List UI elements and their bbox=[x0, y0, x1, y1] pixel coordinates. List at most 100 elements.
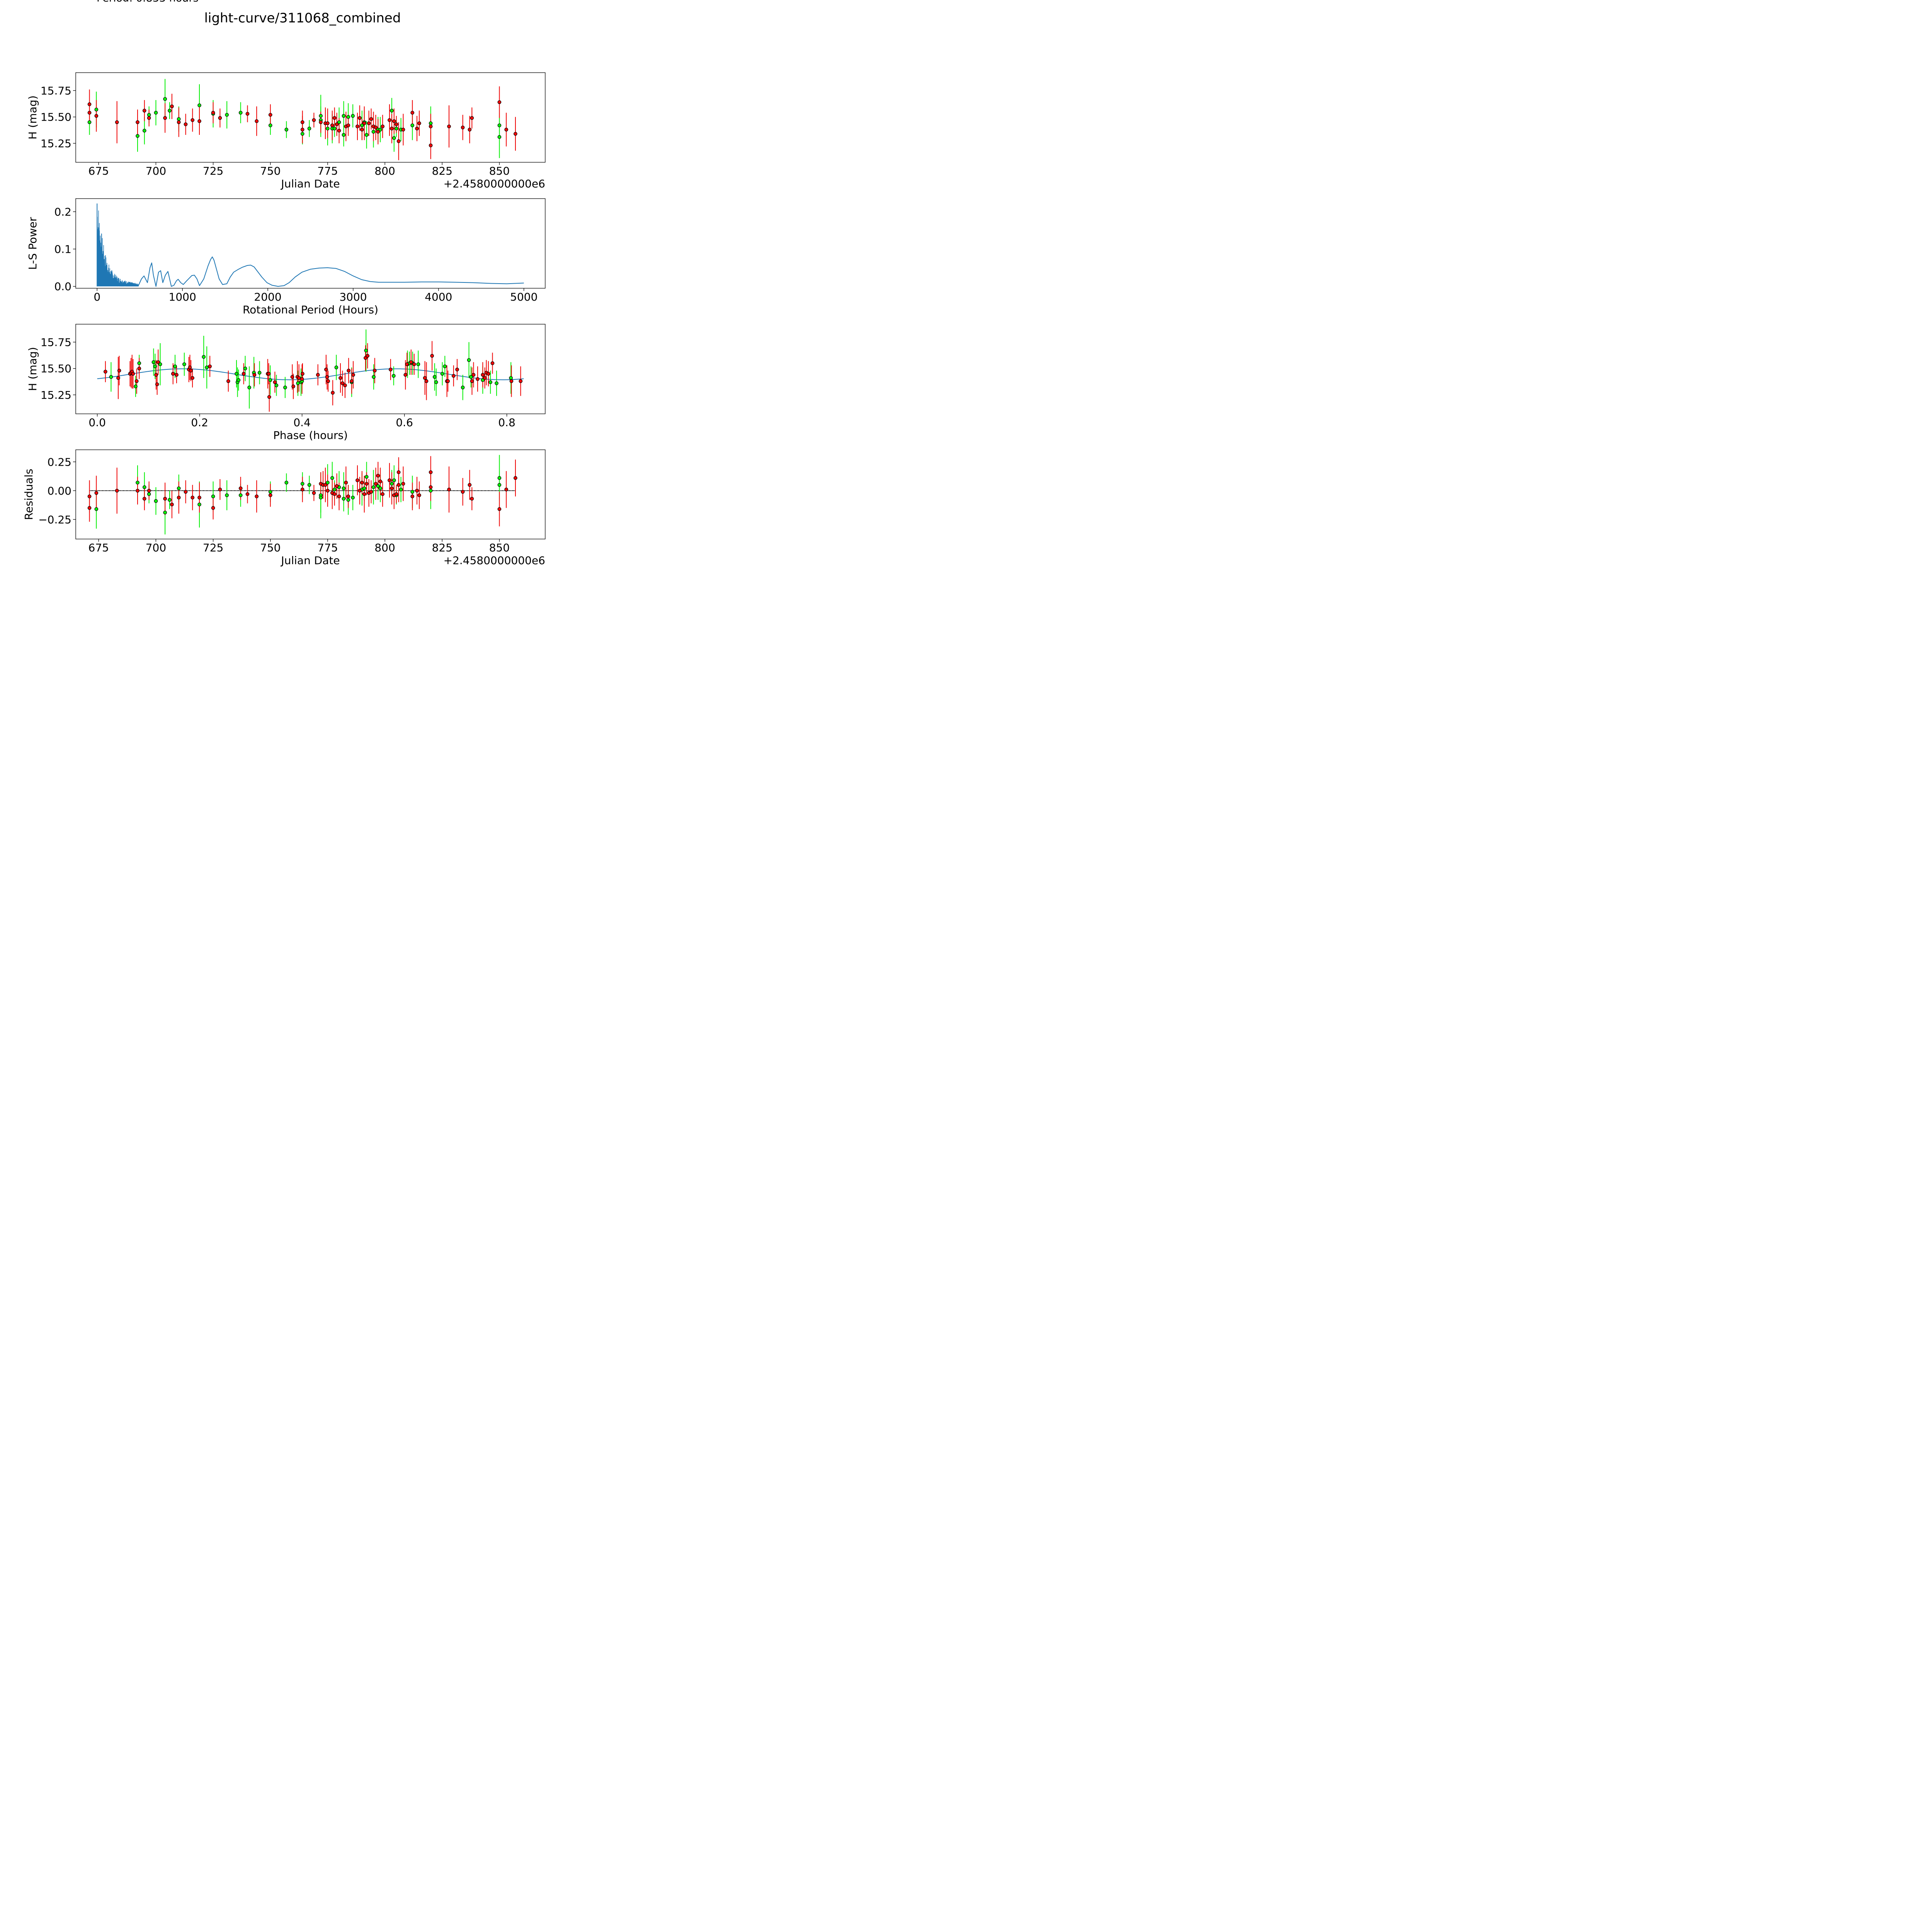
data-point bbox=[87, 494, 92, 498]
plot-frame bbox=[75, 324, 546, 414]
data-point bbox=[362, 492, 366, 496]
data-point bbox=[405, 362, 409, 366]
data-point bbox=[225, 493, 229, 497]
data-point bbox=[177, 495, 181, 500]
data-point bbox=[177, 486, 181, 490]
data-point bbox=[155, 382, 159, 386]
data-point bbox=[358, 488, 362, 493]
data-point bbox=[338, 376, 342, 380]
data-point bbox=[255, 119, 259, 123]
data-point bbox=[190, 118, 195, 122]
data-point bbox=[391, 374, 396, 378]
data-point bbox=[364, 482, 369, 486]
data-point bbox=[369, 490, 373, 494]
data-point bbox=[137, 361, 141, 365]
data-point bbox=[342, 114, 346, 118]
data-layer bbox=[97, 203, 524, 287]
y-tick-label: 0.0 bbox=[54, 280, 71, 293]
data-point bbox=[412, 362, 416, 366]
data-point bbox=[360, 481, 364, 485]
y-tick-label: 0.00 bbox=[48, 485, 71, 497]
data-point bbox=[330, 476, 334, 480]
period-text: Period: 0.833 hours bbox=[97, 0, 199, 4]
data-point bbox=[369, 117, 373, 121]
data-point bbox=[401, 482, 405, 486]
data-point bbox=[332, 126, 337, 131]
data-point bbox=[495, 381, 498, 385]
data-point bbox=[291, 384, 295, 388]
data-point bbox=[283, 385, 287, 389]
data-point bbox=[142, 485, 146, 489]
data-point bbox=[468, 483, 472, 487]
x-offset-label: +2.4580000000e6 bbox=[444, 554, 545, 567]
y-axis-label: L-S Power bbox=[26, 217, 39, 270]
data-point bbox=[390, 482, 394, 486]
data-point bbox=[218, 116, 222, 120]
y-axis-label: H (mag) bbox=[26, 95, 39, 139]
data-point bbox=[390, 126, 394, 131]
data-point bbox=[497, 100, 502, 104]
data-point bbox=[509, 376, 513, 380]
data-point bbox=[184, 122, 188, 126]
data-point bbox=[417, 493, 421, 497]
data-point bbox=[378, 480, 383, 483]
data-point bbox=[226, 379, 230, 383]
data-point bbox=[440, 372, 444, 376]
data-point bbox=[381, 492, 385, 496]
data-point bbox=[297, 376, 301, 380]
x-tick-label: 4000 bbox=[425, 291, 452, 303]
y-axis-label: Residuals bbox=[22, 469, 35, 520]
data-point bbox=[197, 103, 201, 107]
data-point bbox=[424, 379, 429, 383]
data-point bbox=[197, 119, 201, 123]
data-point bbox=[171, 372, 175, 376]
data-point bbox=[335, 122, 339, 126]
panel-lightcurve: 675 700 725 750 775 800 825 850 15.25 15.50 15.75 J… bbox=[26, 72, 546, 190]
plot-frame bbox=[75, 72, 546, 163]
data-point bbox=[497, 476, 502, 480]
data-point bbox=[342, 486, 346, 490]
data-point bbox=[300, 128, 304, 132]
data-point bbox=[170, 502, 174, 507]
data-point bbox=[392, 119, 396, 123]
data-point bbox=[364, 349, 368, 353]
x-axis-label: Julian Date bbox=[280, 177, 340, 190]
x-tick-label: 800 bbox=[374, 165, 395, 177]
data-point bbox=[388, 118, 391, 122]
data-point bbox=[417, 121, 421, 125]
data-point bbox=[392, 136, 396, 140]
y-tick-label: 15.50 bbox=[41, 362, 71, 375]
data-point bbox=[443, 364, 447, 369]
y-tick-label: 0.25 bbox=[48, 456, 71, 468]
data-point bbox=[374, 482, 378, 486]
data-point bbox=[245, 492, 250, 496]
x-tick-label: 725 bbox=[203, 541, 223, 554]
data-point bbox=[332, 492, 337, 496]
x-tick-label: 725 bbox=[203, 165, 223, 177]
data-point bbox=[190, 495, 195, 500]
data-point bbox=[273, 380, 277, 384]
y-tick-label: 15.25 bbox=[41, 389, 71, 401]
data-point bbox=[136, 488, 139, 493]
data-point bbox=[432, 375, 437, 379]
x-tick-label: 5000 bbox=[510, 291, 537, 303]
data-point bbox=[362, 486, 366, 490]
data-point bbox=[168, 109, 172, 113]
data-point bbox=[455, 367, 459, 372]
x-tick-label: 3000 bbox=[339, 291, 367, 303]
data-point bbox=[423, 376, 427, 380]
data-point bbox=[376, 474, 380, 478]
data-point bbox=[154, 499, 158, 503]
y-tick-label: 15.75 bbox=[41, 84, 71, 97]
data-point bbox=[238, 493, 243, 497]
data-point bbox=[364, 475, 369, 479]
data-point bbox=[142, 129, 146, 133]
data-point bbox=[103, 369, 107, 374]
data-point bbox=[284, 481, 289, 485]
data-point bbox=[415, 126, 419, 131]
data-point bbox=[389, 367, 393, 372]
x-axis-label: Phase (hours) bbox=[273, 429, 348, 442]
data-point bbox=[301, 372, 304, 376]
data-point bbox=[351, 495, 355, 500]
data-point bbox=[429, 143, 433, 148]
